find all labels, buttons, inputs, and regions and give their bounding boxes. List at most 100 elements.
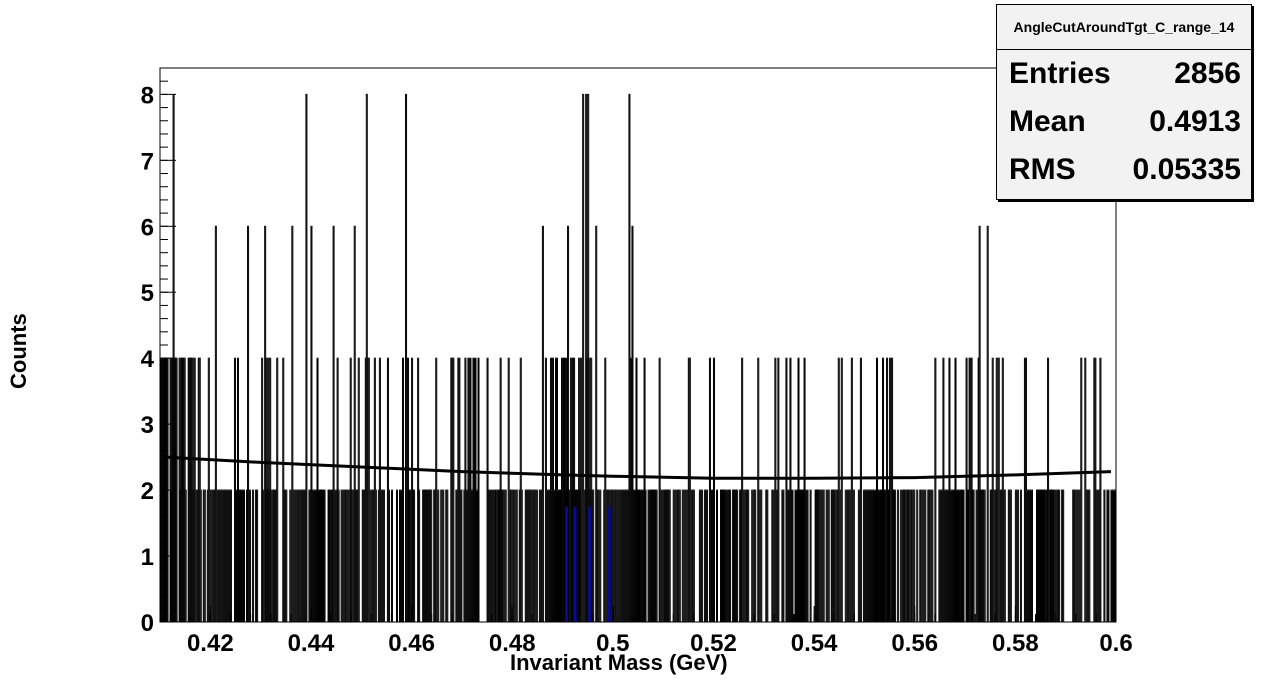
- fit-curve: [164, 455, 1112, 480]
- histogram-bin: [692, 489, 695, 623]
- histogram-bin: [367, 357, 370, 623]
- histogram-bin: [247, 225, 250, 623]
- y-tick-label: 8: [141, 82, 154, 109]
- histogram-bin: [1058, 489, 1061, 623]
- histogram-bin: [612, 489, 615, 623]
- y-tick-label: 1: [141, 544, 154, 571]
- histogram-bin: [705, 489, 708, 623]
- histogram-bin: [806, 489, 809, 623]
- histogram-bin: [199, 489, 202, 623]
- histogram-bin: [683, 489, 686, 623]
- histogram-bin: [857, 489, 860, 623]
- stats-box: AngleCutAroundTgt_C_range_14 Entries 285…: [996, 4, 1252, 200]
- histogram-bin: [1107, 489, 1110, 623]
- histogram-bin: [495, 489, 498, 623]
- histogram-bin: [285, 489, 288, 623]
- histogram-bin: [668, 489, 671, 623]
- histogram-bin: [795, 489, 798, 623]
- histogram-bin: [1076, 489, 1079, 623]
- histogram-bin: [382, 489, 385, 623]
- histogram-bin: [848, 489, 851, 623]
- histogram-bars: [159, 93, 1117, 623]
- histogram-bin: [958, 489, 961, 623]
- histogram-bin: [766, 489, 769, 623]
- y-tick-label: 4: [141, 346, 155, 373]
- x-tick-label: 0.5: [596, 630, 629, 657]
- histogram-bin: [1014, 489, 1017, 623]
- histogram-bin: [889, 357, 892, 623]
- histogram-bin: [986, 225, 989, 623]
- histogram-bin: [700, 489, 703, 623]
- histogram-bin: [635, 357, 638, 623]
- histogram-bin: [374, 489, 377, 623]
- histogram-bin: [678, 489, 681, 623]
- histogram-bin: [922, 489, 925, 623]
- x-tick-label: 0.42: [187, 630, 234, 657]
- histogram-bin: [633, 489, 636, 623]
- histogram-bin: [262, 489, 265, 623]
- histogram-bin: [1019, 489, 1022, 623]
- histogram-bin: [276, 357, 279, 623]
- histogram-bin: [703, 489, 706, 623]
- histogram-bin: [1016, 489, 1019, 623]
- y-tick-label: 2: [141, 478, 154, 505]
- histogram-bin: [904, 489, 907, 623]
- histogram-bin: [561, 357, 564, 623]
- histogram-bin: [628, 93, 631, 623]
- histogram-bin: [1044, 489, 1047, 623]
- histogram-bin: [822, 489, 825, 623]
- histogram-bin: [661, 489, 664, 623]
- histogram-bin: [674, 489, 677, 623]
- histogram-bin: [689, 489, 692, 623]
- histogram-bin: [850, 357, 853, 623]
- histogram-bin: [334, 489, 337, 623]
- histogram-bin: [240, 489, 243, 623]
- histogram-bin: [305, 93, 308, 623]
- histogram-bin: [345, 489, 348, 623]
- histogram-bin: [203, 489, 206, 623]
- histogram-bin: [430, 489, 433, 623]
- histogram-bin: [992, 489, 995, 623]
- histogram-bin: [791, 489, 794, 623]
- histogram-bin: [298, 489, 301, 623]
- histogram-bin: [270, 489, 273, 623]
- histogram-bin: [1097, 489, 1100, 623]
- histogram-bin: [710, 489, 713, 623]
- histogram-bin: [1080, 357, 1083, 623]
- entries-label: Entries: [1009, 57, 1111, 90]
- histogram-bin: [884, 489, 887, 623]
- histogram-bin: [486, 357, 489, 623]
- histogram-bin: [736, 489, 739, 623]
- histogram-bin: [708, 357, 711, 623]
- histogram-bin: [1095, 489, 1098, 623]
- histogram-bin: [1009, 489, 1012, 623]
- histogram-bin: [347, 489, 350, 623]
- histogram-bin: [950, 489, 953, 623]
- histogram-bin: [295, 489, 298, 623]
- histogram-bin: [580, 357, 583, 623]
- histogram-bin: [520, 489, 523, 623]
- histogram-bin: [825, 489, 828, 623]
- y-tick-label: 5: [141, 280, 154, 307]
- histogram-bin: [446, 489, 449, 623]
- histogram-bin: [530, 489, 533, 623]
- histogram-bin: [504, 489, 507, 623]
- histogram-bin: [934, 357, 937, 623]
- histogram-bin: [962, 489, 965, 623]
- histogram-bin: [818, 489, 821, 623]
- histogram-bin: [402, 357, 405, 623]
- histogram-bin: [1053, 489, 1056, 623]
- histogram-bin: [184, 489, 187, 623]
- histogram-bin: [952, 489, 955, 623]
- histogram-bin: [920, 489, 923, 623]
- histogram-bin: [772, 489, 775, 623]
- histogram-bin: [535, 489, 538, 623]
- histogram-bin: [252, 489, 255, 623]
- histogram-bin: [1030, 489, 1033, 623]
- histogram-bin: [782, 489, 785, 623]
- histogram-bin: [852, 489, 855, 623]
- histogram-bin: [1103, 489, 1106, 623]
- histogram-bin: [387, 489, 390, 623]
- histogram-bin: [380, 489, 383, 623]
